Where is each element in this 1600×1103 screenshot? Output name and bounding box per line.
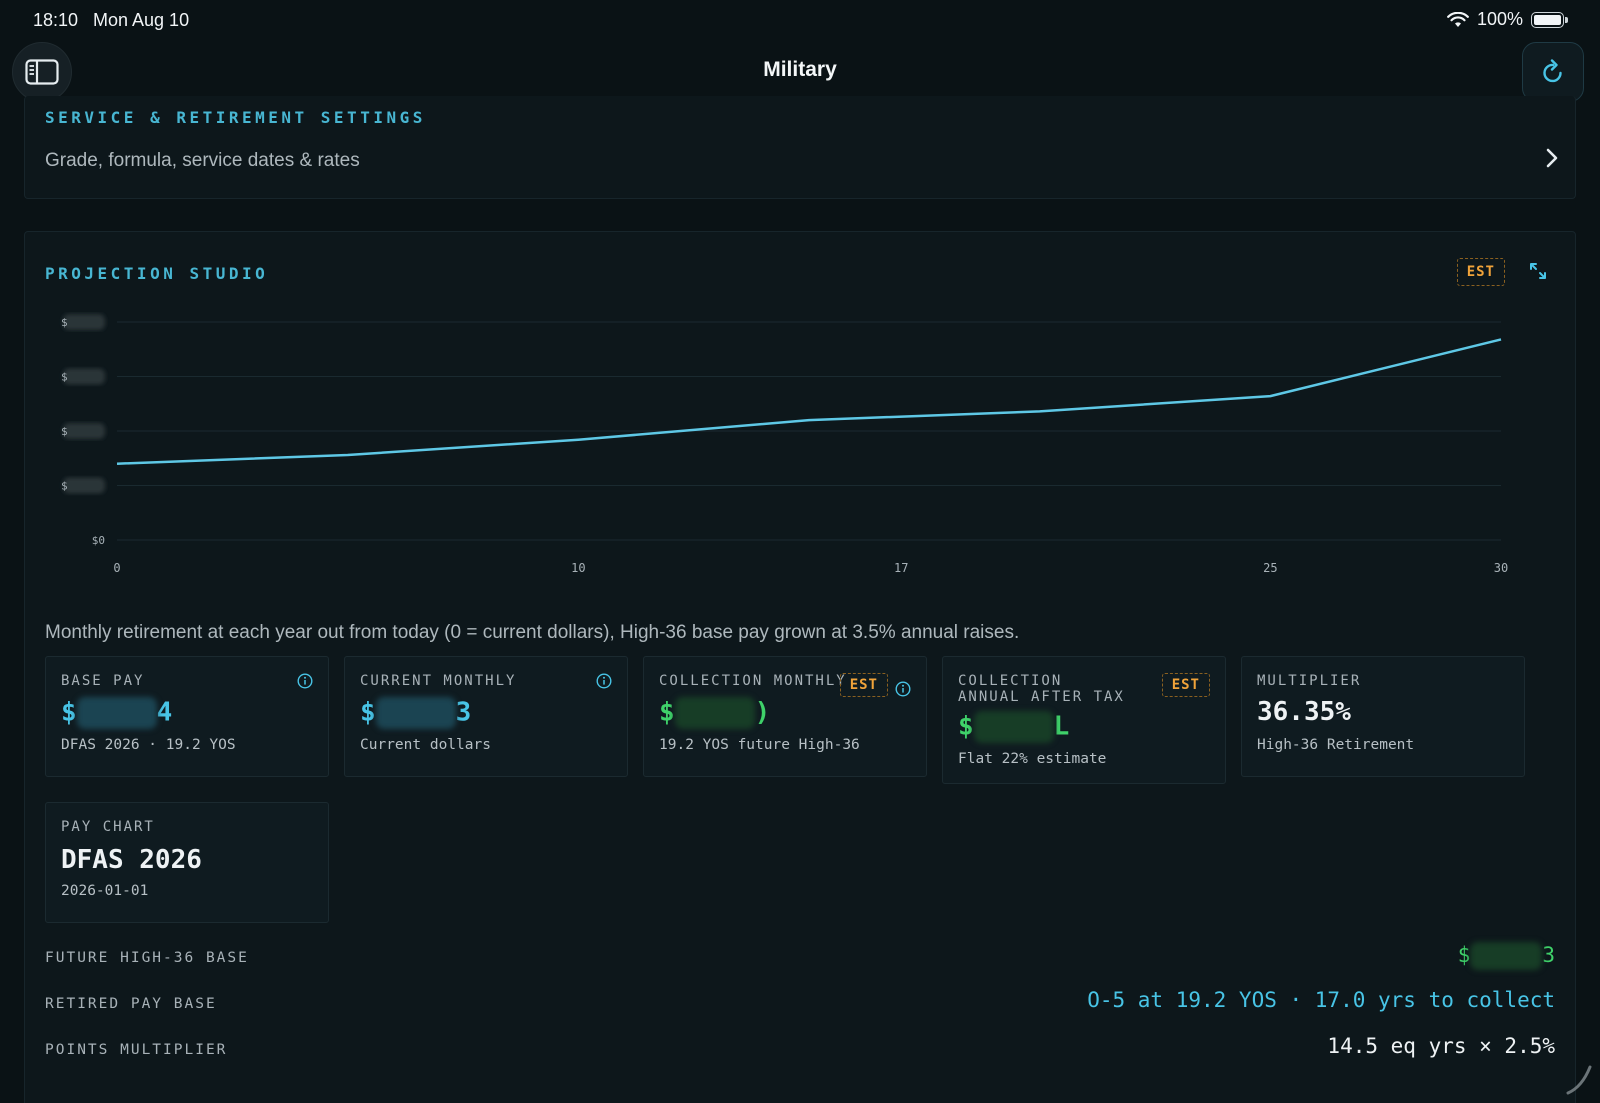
base-pay-value-prefix: $ [61,697,77,728]
est-badge: EST [1161,673,1210,697]
base-pay-value: $4 [61,697,172,729]
redacted-value [375,697,456,729]
pay-chart-label: PAY CHART [61,819,155,835]
page-title: Military [763,58,837,81]
y-tick-label: $ [61,480,68,493]
current-monthly-subtitle: Current dollars [360,737,491,753]
y-tick-label: $ [61,316,68,329]
sidebar-icon [25,59,59,85]
expand-icon[interactable] [1529,262,1547,280]
redacted-value [63,423,105,439]
collection-monthly-subtitle: 19.2 YOS future High-36 [659,737,860,753]
current-monthly-label: CURRENT MONTHLY [360,673,517,689]
future-high36-prefix: $ [1457,943,1471,967]
pay-chart-tile: PAY CHART DFAS 2026 2026-01-01 [45,802,329,923]
status-bar: 18:10 Mon Aug 10 100% [0,0,1600,42]
collection-monthly-label: COLLECTION MONTHLY [659,673,847,689]
future-high36-label: FUTURE HIGH-36 BASE [45,950,249,966]
projection-studio-card: PROJECTION STUDIO EST $ $ $ $ $0 0 10 17 25 30 Mo… [24,231,1576,1103]
current-monthly-tile: CURRENT MONTHLY $3 Current dollars [344,656,628,777]
current-monthly-value-suffix: 3 [455,697,472,728]
x-tick-label: 0 [113,561,120,575]
base-pay-label: BASE PAY [61,673,145,689]
collection-annual-value: $ L [958,711,1069,743]
service-settings-row[interactable]: SERVICE & RETIREMENT SETTINGS Grade, for… [24,96,1576,199]
x-tick-label: 10 [571,561,585,575]
multiplier-tile: MULTIPLIER 36.35% High-36 Retirement [1241,656,1525,777]
status-indicators: 100% [1447,9,1568,30]
redacted-value [973,711,1054,743]
base-pay-subtitle: DFAS 2026 · 19.2 YOS [61,737,236,753]
collection-monthly-value: $) [659,697,770,729]
y-tick-label: $ [61,425,68,438]
future-high36-suffix: 3 [1542,943,1555,967]
multiplier-value: 36.35% [1257,697,1351,727]
sidebar-toggle-button[interactable] [12,42,72,102]
projection-chart: $ $ $ $ $0 0 10 17 25 30 [61,314,1508,575]
wifi-icon [1447,11,1469,27]
chevron-right-icon [1546,148,1558,168]
y-tick-label: $0 [92,534,105,547]
info-icon[interactable] [895,681,911,697]
collection-annual-value-suffix: L [1053,711,1070,742]
x-tick-label: 25 [1263,561,1277,575]
collection-annual-label: COLLECTION ANNUAL AFTER TAX [958,673,1125,705]
current-monthly-value-prefix: $ [360,697,376,728]
x-tick-label: 30 [1494,561,1508,575]
redacted-value [76,697,157,729]
settings-subtitle: Grade, formula, service dates & rates [45,150,360,171]
base-pay-tile: BASE PAY $4 DFAS 2026 · 19.2 YOS [45,656,329,777]
battery-icon [1531,11,1568,28]
est-badge: EST [839,673,888,697]
projection-studio-title: PROJECTION STUDIO [45,264,269,283]
pay-chart-value: DFAS 2026 [61,845,202,875]
collection-monthly-value-suffix: ) [754,697,771,728]
info-icon[interactable] [596,673,612,689]
redacted-value [63,477,105,494]
current-monthly-value: $3 [360,697,471,729]
refresh-icon [1543,59,1562,83]
base-pay-value-suffix: 4 [156,697,173,728]
redacted-value [63,368,105,385]
series-line [116,338,1502,465]
pay-chart-date: 2026-01-01 [61,883,149,899]
redacted-value [63,314,105,330]
retired-pay-base-value: O-5 at 19.2 YOS · 17.0 yrs to collect [1087,988,1555,1012]
points-multiplier-label: POINTS MULTIPLIER [45,1042,228,1058]
collection-annual-tile: COLLECTION ANNUAL AFTER TAX $ L Flat 22% es… [942,656,1226,784]
points-multiplier-value: 14.5 eq yrs × 2.5% [1327,1034,1555,1058]
battery-percent: 100% [1476,9,1523,29]
scroll-indicator-icon [1566,1065,1592,1095]
multiplier-label: MULTIPLIER [1257,673,1362,689]
status-time: 18:10 [33,10,79,30]
redacted-value [674,697,755,729]
collection-monthly-value-prefix: $ [659,697,675,728]
collection-monthly-tile: COLLECTION MONTHLY $) 19.2 YOS future High… [643,656,927,777]
status-date: Mon Aug 10 [93,10,190,30]
refresh-button[interactable] [1522,42,1584,102]
redacted-value [1470,942,1543,970]
est-badge: EST [1456,258,1505,286]
future-high36-value: $3 [1458,942,1555,970]
collection-annual-value-prefix: $ [958,711,974,742]
chart-caption: Monthly retirement at each year out from… [45,622,1020,643]
settings-section-title: SERVICE & RETIREMENT SETTINGS [45,108,426,127]
y-tick-label: $ [61,371,68,384]
multiplier-subtitle: High-36 Retirement [1257,737,1415,753]
x-tick-label: 17 [894,561,908,575]
info-icon[interactable] [297,673,313,689]
retired-pay-base-label: RETIRED PAY BASE [45,996,217,1012]
collection-annual-subtitle: Flat 22% estimate [958,751,1107,767]
